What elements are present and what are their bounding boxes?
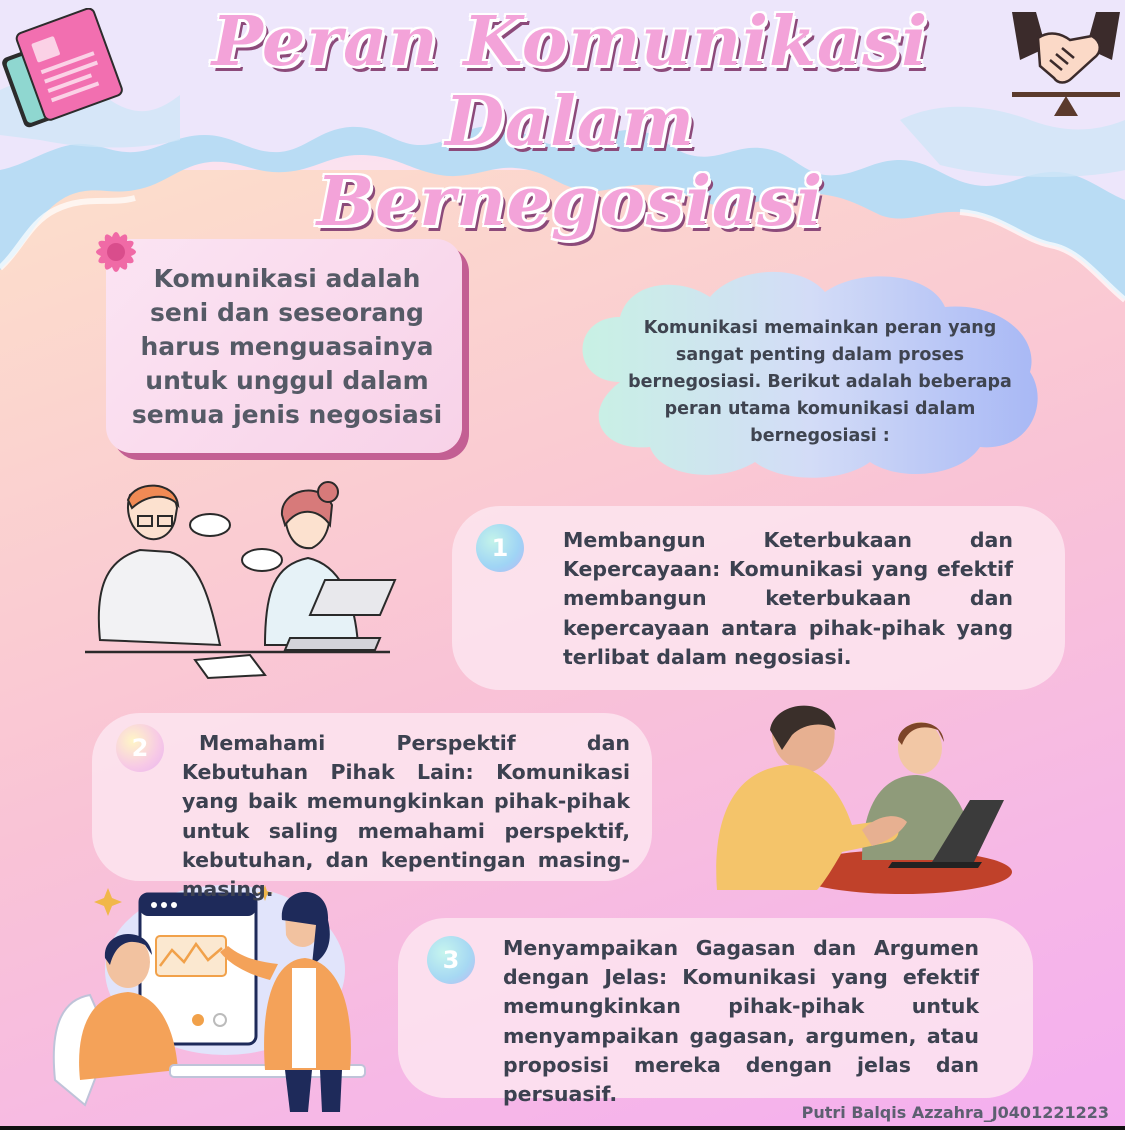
quote-box bbox=[106, 239, 462, 453]
author-credit: Putri Balqis Azzahra_J0401221223 bbox=[801, 1103, 1109, 1122]
page-title: Peran Komunikasi Dalam Bernegosiasi bbox=[120, 2, 1020, 242]
point-number-badge-1: 1 bbox=[476, 524, 524, 572]
title-line-1: Peran Komunikasi Dalam bbox=[211, 2, 929, 162]
point-card-2 bbox=[92, 713, 652, 881]
point-text-3: Menyampaikan Gagasan dan Argumen dengan … bbox=[503, 936, 979, 1107]
point-card-3 bbox=[398, 918, 1033, 1098]
point-text-1: Membangun Keterbukaan dan Kepercayaan: K… bbox=[563, 528, 1013, 669]
speech-bubble-icon bbox=[189, 513, 231, 537]
title-line-2: Bernegosiasi bbox=[316, 162, 824, 242]
quote-text: Komunikasi adalah seni dan seseorang har… bbox=[131, 264, 443, 429]
point-number-badge-3: 3 bbox=[427, 936, 475, 984]
intro-cloud-shape bbox=[582, 271, 1038, 478]
point-card-1 bbox=[452, 506, 1065, 690]
men-discussion-illustration bbox=[716, 705, 1012, 894]
presentation-illustration bbox=[52, 885, 366, 1112]
laptop-icon bbox=[308, 579, 397, 616]
point-text-2: Memahami Perspektif dan Kebutuhan Pihak … bbox=[182, 731, 630, 902]
flower-icon bbox=[96, 232, 136, 272]
document-icon bbox=[2, 8, 123, 128]
bottom-border bbox=[0, 1126, 1125, 1130]
point-number-badge-2: 2 bbox=[116, 724, 164, 772]
people-talking-illustration bbox=[85, 481, 397, 680]
top-cloud-decoration bbox=[0, 0, 1125, 303]
intro-text: Komunikasi memainkan peran yang sangat p… bbox=[628, 318, 1012, 446]
handshake-icon bbox=[1012, 12, 1120, 116]
